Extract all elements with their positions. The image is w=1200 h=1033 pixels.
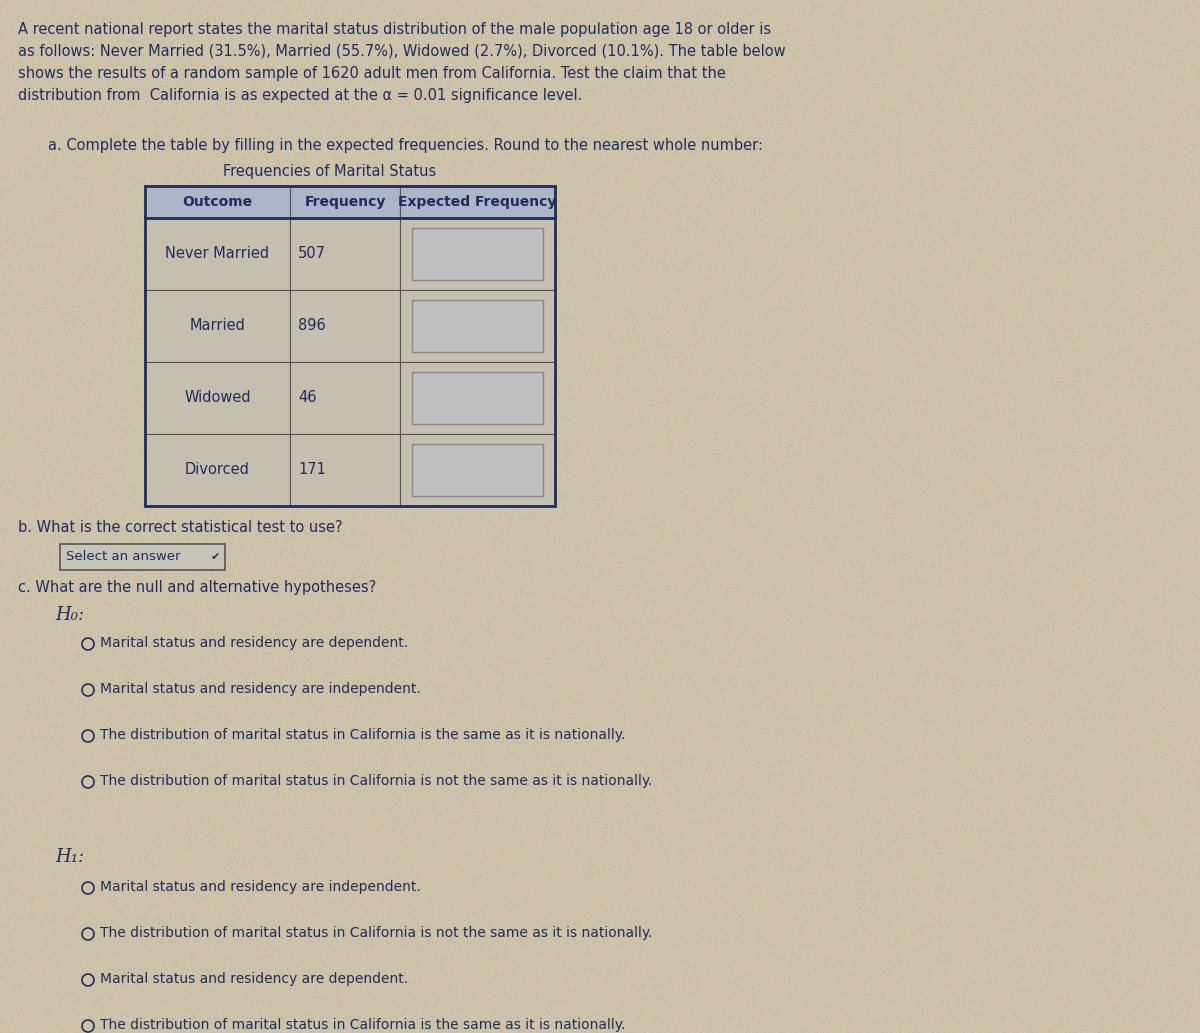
Bar xyxy=(400,218,554,290)
Bar xyxy=(145,186,554,506)
Text: Expected Frequency: Expected Frequency xyxy=(398,195,557,209)
Bar xyxy=(400,186,554,218)
Text: A recent national report states the marital status distribution of the male popu: A recent national report states the mari… xyxy=(18,22,772,37)
Bar xyxy=(145,362,290,434)
Bar xyxy=(290,434,400,506)
Text: The distribution of marital status in California is not the same as it is nation: The distribution of marital status in Ca… xyxy=(100,774,653,788)
Bar xyxy=(145,434,290,506)
Bar xyxy=(145,218,290,290)
Bar xyxy=(412,444,542,496)
Text: Frequencies of Marital Status: Frequencies of Marital Status xyxy=(223,164,437,179)
Text: Outcome: Outcome xyxy=(182,195,252,209)
Text: 171: 171 xyxy=(298,463,326,477)
Text: 896: 896 xyxy=(298,318,325,334)
Text: b. What is the correct statistical test to use?: b. What is the correct statistical test … xyxy=(18,520,343,535)
Bar xyxy=(145,290,290,362)
Text: Married: Married xyxy=(190,318,246,334)
Bar xyxy=(290,218,400,290)
Text: 46: 46 xyxy=(298,390,317,406)
Text: Frequency: Frequency xyxy=(305,195,385,209)
Text: Divorced: Divorced xyxy=(185,463,250,477)
Text: The distribution of marital status in California is the same as it is nationally: The distribution of marital status in Ca… xyxy=(100,1018,625,1032)
Text: Never Married: Never Married xyxy=(166,247,270,261)
Text: H₀:: H₀: xyxy=(55,606,84,624)
Bar xyxy=(412,228,542,280)
Bar xyxy=(290,362,400,434)
Bar xyxy=(400,434,554,506)
Text: a. Complete the table by filling in the expected frequencies. Round to the neare: a. Complete the table by filling in the … xyxy=(48,138,763,153)
Text: The distribution of marital status in California is not the same as it is nation: The distribution of marital status in Ca… xyxy=(100,926,653,940)
Bar xyxy=(60,544,226,570)
Text: c. What are the null and alternative hypotheses?: c. What are the null and alternative hyp… xyxy=(18,580,377,595)
Text: distribution from  California is as expected at the α = 0.01 significance level.: distribution from California is as expec… xyxy=(18,88,582,103)
Text: as follows: Never Married (31.5%), Married (55.7%), Widowed (2.7%), Divorced (10: as follows: Never Married (31.5%), Marri… xyxy=(18,44,786,59)
Text: Select an answer: Select an answer xyxy=(66,551,180,563)
Text: Marital status and residency are dependent.: Marital status and residency are depende… xyxy=(100,636,408,650)
Text: shows the results of a random sample of 1620 adult men from California. Test the: shows the results of a random sample of … xyxy=(18,66,726,81)
Text: The distribution of marital status in California is the same as it is nationally: The distribution of marital status in Ca… xyxy=(100,728,625,742)
Text: Widowed: Widowed xyxy=(184,390,251,406)
Text: Marital status and residency are independent.: Marital status and residency are indepen… xyxy=(100,682,421,696)
Bar xyxy=(145,186,290,218)
Bar xyxy=(400,362,554,434)
Text: Marital status and residency are dependent.: Marital status and residency are depende… xyxy=(100,972,408,987)
Bar xyxy=(412,372,542,424)
Text: ✔: ✔ xyxy=(211,552,221,562)
Bar xyxy=(412,300,542,352)
Bar xyxy=(290,290,400,362)
Text: 507: 507 xyxy=(298,247,326,261)
Bar xyxy=(290,186,400,218)
Text: Marital status and residency are independent.: Marital status and residency are indepen… xyxy=(100,880,421,894)
Text: H₁:: H₁: xyxy=(55,848,84,866)
Bar xyxy=(400,290,554,362)
